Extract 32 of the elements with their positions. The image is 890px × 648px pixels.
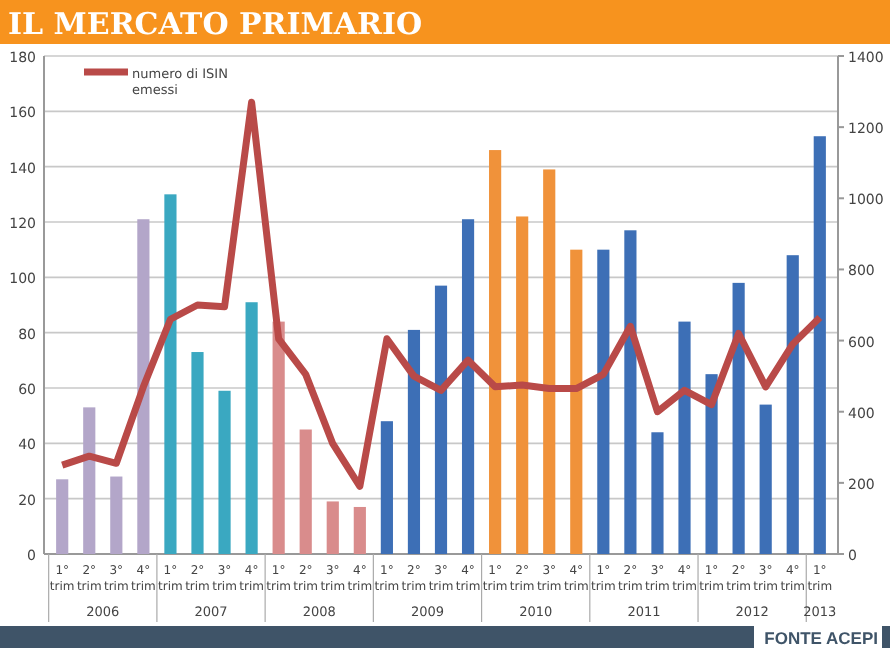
bar xyxy=(543,169,556,554)
bar xyxy=(326,501,339,554)
bar xyxy=(353,506,366,554)
line-series xyxy=(58,98,824,490)
bar xyxy=(705,374,718,554)
bar xyxy=(299,429,312,554)
bar xyxy=(83,407,96,554)
bar xyxy=(56,479,69,554)
bar xyxy=(813,136,826,554)
source-note: FONTE ACEPI xyxy=(764,628,878,648)
bar xyxy=(651,432,664,554)
bar xyxy=(461,219,475,554)
bar xyxy=(110,476,123,554)
chart-title: IL MERCATO PRIMARIO xyxy=(8,6,423,42)
bar xyxy=(732,282,745,554)
bar xyxy=(516,216,529,554)
bar xyxy=(272,321,285,554)
bar xyxy=(137,219,150,554)
bar xyxy=(434,285,448,554)
bar xyxy=(759,404,772,554)
bar xyxy=(624,230,637,554)
bar xyxy=(597,249,610,554)
bar xyxy=(380,421,393,554)
bar xyxy=(786,255,799,554)
bar xyxy=(678,321,691,554)
bar xyxy=(407,329,421,554)
bar xyxy=(245,302,258,554)
bar xyxy=(570,249,583,554)
bar xyxy=(489,150,502,554)
bar xyxy=(164,194,177,554)
bar xyxy=(218,390,231,554)
bar xyxy=(191,352,204,554)
